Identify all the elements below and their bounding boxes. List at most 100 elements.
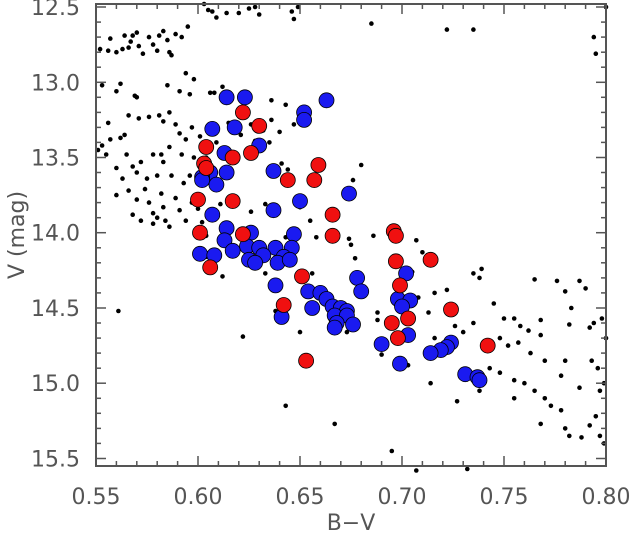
data-point-dot <box>263 271 268 276</box>
data-point-dot <box>597 433 603 439</box>
data-point-dot <box>114 89 119 94</box>
data-point-dot <box>246 6 252 11</box>
data-point-marker <box>224 242 241 259</box>
data-point-marker <box>265 202 282 219</box>
data-point-dot <box>538 332 543 338</box>
data-point-dot <box>185 24 191 29</box>
data-point-dot <box>371 233 376 239</box>
data-point-dot <box>114 192 119 198</box>
data-point-marker <box>198 139 215 155</box>
data-point-dot <box>532 277 537 282</box>
data-point-dot <box>108 36 113 41</box>
y-tick-label: 15.5 <box>31 448 80 473</box>
series-0 <box>95 1 609 473</box>
data-point-marker <box>298 352 315 369</box>
data-point-dot <box>134 95 140 100</box>
y-tick-label: 15.0 <box>31 372 80 397</box>
data-point-marker <box>479 337 496 354</box>
x-tick-label: 0.80 <box>582 485 631 510</box>
data-point-dot <box>248 209 254 214</box>
data-point-dot <box>269 117 274 123</box>
data-point-dot <box>297 329 303 335</box>
data-point-dot <box>460 329 466 335</box>
data-point-marker <box>281 251 298 268</box>
data-point-dot <box>161 28 166 34</box>
data-point-marker <box>202 259 219 276</box>
data-point-dot <box>144 176 150 181</box>
data-point-dot <box>197 134 203 139</box>
data-point-marker <box>292 193 308 210</box>
y-tick-label: 14.0 <box>31 222 80 247</box>
data-point-dot <box>505 343 511 348</box>
data-point-dot <box>191 76 197 82</box>
data-point-dot <box>97 46 103 52</box>
data-point-dot <box>491 301 497 306</box>
data-point-marker <box>198 160 215 176</box>
data-point-dot <box>130 164 135 169</box>
data-point-dot <box>108 137 113 142</box>
data-point-dot <box>183 218 189 223</box>
x-tick-label: 0.55 <box>72 485 121 510</box>
data-point-dot <box>358 162 364 168</box>
data-point-dot <box>591 320 597 326</box>
data-point-dot <box>595 365 601 371</box>
y-tick-label: 14.5 <box>31 297 80 322</box>
data-point-dot <box>532 388 537 394</box>
data-point-dot <box>346 236 352 242</box>
data-point-dot <box>414 468 419 473</box>
series-2 <box>190 104 496 369</box>
data-point-marker <box>296 112 313 128</box>
data-point-dot <box>146 200 152 205</box>
data-point-dot <box>224 10 229 16</box>
data-point-dot <box>497 335 503 341</box>
data-point-dot <box>150 42 156 47</box>
data-point-dot <box>105 120 111 126</box>
data-point-dot <box>173 122 178 127</box>
data-point-marker <box>324 206 341 223</box>
data-point-dot <box>291 122 297 127</box>
data-point-marker <box>324 227 341 244</box>
data-point-dot <box>161 204 166 210</box>
data-point-dot <box>126 45 131 50</box>
x-tick-label: 0.60 <box>174 485 223 510</box>
data-point-dot <box>471 320 476 326</box>
data-point-dot <box>146 34 152 40</box>
points-layer <box>95 1 609 473</box>
data-point-marker <box>389 330 406 347</box>
data-point-dot <box>444 27 450 32</box>
data-point-dot <box>452 323 458 329</box>
y-axis-title: V (mag) <box>5 191 30 279</box>
data-point-dot <box>389 448 395 454</box>
data-point-dot <box>169 52 174 58</box>
data-point-dot <box>154 173 160 178</box>
data-point-dot <box>583 286 588 291</box>
data-point-dot <box>214 15 219 20</box>
data-point-dot <box>140 51 146 56</box>
data-point-dot <box>465 466 470 472</box>
data-point-dot <box>332 421 338 427</box>
data-point-dot <box>471 271 476 276</box>
data-point-dot <box>118 135 123 141</box>
data-point-dot <box>522 380 527 386</box>
data-point-dot <box>542 358 548 364</box>
data-point-dot <box>205 7 211 13</box>
x-tick-label: 0.65 <box>276 485 325 510</box>
data-point-dot <box>263 201 268 207</box>
data-point-marker <box>204 120 221 137</box>
data-point-dot <box>177 89 182 94</box>
data-point-dot <box>134 30 140 35</box>
data-point-dot <box>567 322 572 327</box>
data-point-dot <box>173 195 178 201</box>
data-point-dot <box>538 317 543 323</box>
data-point-dot <box>256 12 262 17</box>
data-point-marker <box>387 227 404 244</box>
data-point-dot <box>511 316 517 321</box>
data-point-dot <box>165 83 170 88</box>
data-point-dot <box>471 27 476 32</box>
data-point-dot <box>220 84 225 90</box>
data-point-dot <box>454 399 460 404</box>
data-point-dot <box>128 39 133 44</box>
data-point-dot <box>220 274 225 279</box>
data-point-marker <box>471 372 488 389</box>
data-point-marker <box>190 191 206 208</box>
